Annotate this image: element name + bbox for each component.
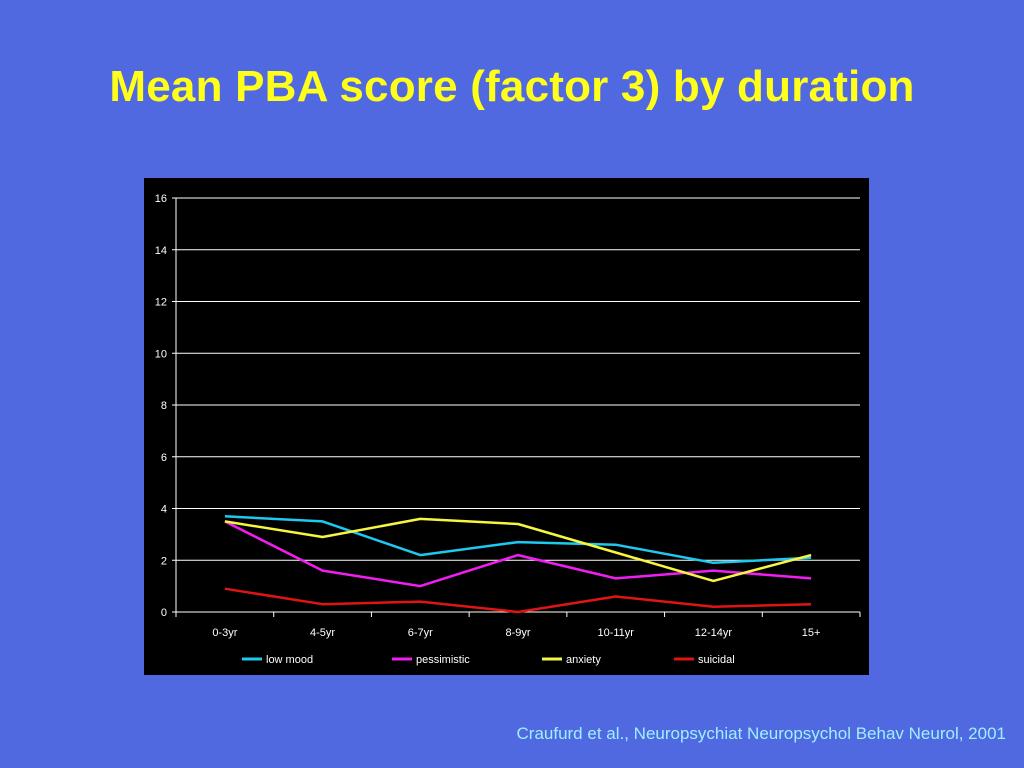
legend-label: low mood (266, 654, 313, 666)
series-lines (224, 515, 812, 614)
series-line-anxiety (224, 517, 812, 583)
x-tick-label: 15+ (802, 627, 821, 639)
x-tick-label: 4-5yr (310, 627, 335, 639)
x-tick-label: 0-3yr (212, 627, 237, 639)
x-tick-label: 12-14yr (695, 627, 733, 639)
y-tick-label: 16 (155, 193, 167, 205)
legend-label: anxiety (566, 654, 601, 666)
x-tick-label: 10-11yr (597, 627, 634, 639)
chart-area: 0 2 4 6 8 10 12 14 16 0-3yr 4-5yr 6-7yr 8-9yr 10-11y… (144, 178, 869, 675)
citation: Craufurd et al., Neuropsychiat Neuropsyc… (516, 724, 1007, 743)
y-tick-label: 8 (161, 400, 167, 412)
y-tick-label: 14 (155, 245, 167, 257)
y-tick-label: 6 (161, 452, 167, 464)
legend: low mood pessimistic anxiety suicidal (242, 654, 735, 666)
x-tick-labels: 0-3yr 4-5yr 6-7yr 8-9yr 10-11yr 12-14yr 15+ (212, 627, 820, 639)
gridlines (176, 197, 860, 561)
series-line-suicidal (224, 587, 812, 614)
series-line-pessimistic (224, 520, 812, 588)
y-tick-label: 4 (161, 504, 167, 516)
series-line-low-mood (224, 515, 812, 565)
legend-label: suicidal (698, 654, 735, 666)
line-chart: 0 2 4 6 8 10 12 14 16 0-3yr 4-5yr 6-7yr 8-9yr 10-11y… (155, 193, 861, 666)
y-tick-label: 12 (155, 297, 167, 309)
legend-label: pessimistic (416, 654, 470, 666)
y-tick-label: 2 (161, 555, 167, 567)
axes (172, 197, 861, 617)
y-tick-label: 10 (155, 348, 167, 360)
x-tick-label: 6-7yr (408, 627, 433, 639)
x-tick-label: 8-9yr (505, 627, 530, 639)
slide-title: Mean PBA score (factor 3) by duration (109, 62, 915, 111)
y-tick-label: 0 (161, 607, 167, 619)
y-tick-labels: 0 2 4 6 8 10 12 14 16 (155, 193, 167, 619)
